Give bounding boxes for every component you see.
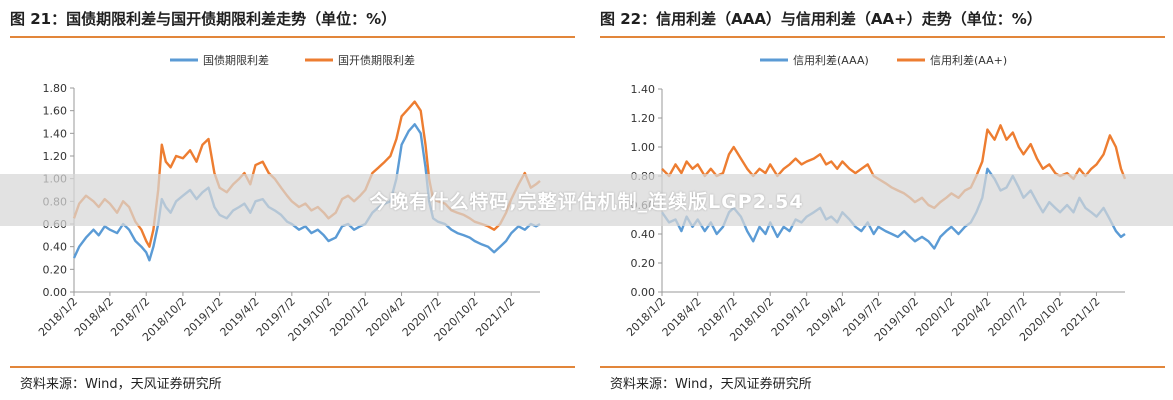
source-note: 资料来源：Wind，天风证券研究所 bbox=[610, 377, 812, 392]
watermark-text: 今晚有什么特码,完整评估机制_连续版LGP2.54 bbox=[369, 190, 804, 213]
y-tick-label: 1.80 bbox=[43, 82, 68, 95]
line-chart-credit-spread: 0.000.200.400.600.801.001.201.402018/1/2… bbox=[624, 53, 1127, 344]
y-tick-label: 1.40 bbox=[43, 127, 68, 140]
y-tick-label: 0.40 bbox=[43, 241, 68, 254]
source-divider bbox=[600, 366, 1165, 368]
legend-label: 国开债期限利差 bbox=[338, 53, 415, 67]
legend-label: 信用利差(AAA) bbox=[793, 53, 869, 67]
source-divider bbox=[10, 366, 575, 368]
y-tick-label: 1.40 bbox=[631, 83, 656, 96]
title-divider bbox=[10, 36, 575, 38]
title-divider bbox=[600, 36, 1165, 38]
legend-label: 国债期限利差 bbox=[203, 53, 269, 67]
y-tick-label: 1.20 bbox=[43, 150, 68, 163]
watermark-banner: 今晚有什么特码,完整评估机制_连续版LGP2.54 bbox=[0, 174, 1173, 226]
y-tick-label: 1.00 bbox=[631, 141, 656, 154]
y-tick-label: 0.00 bbox=[631, 286, 656, 299]
y-tick-label: 0.00 bbox=[43, 286, 68, 299]
figure-title: 图 22：信用利差（AAA）与信用利差（AA+）走势（单位：%） bbox=[600, 10, 1042, 28]
source-note: 资料来源：Wind，天风证券研究所 bbox=[20, 377, 222, 392]
y-tick-label: 1.20 bbox=[631, 112, 656, 125]
x-tick-label: 2021/1/2 bbox=[1058, 295, 1102, 339]
figure-title: 图 21：国债期限利差与国开债期限利差走势（单位：%） bbox=[10, 10, 397, 28]
y-tick-label: 0.40 bbox=[631, 228, 656, 241]
y-tick-label: 1.60 bbox=[43, 105, 68, 118]
x-tick-label: 2021/1/2 bbox=[473, 295, 517, 339]
series-line-0 bbox=[72, 123, 541, 262]
y-tick-label: 0.20 bbox=[43, 263, 68, 276]
y-tick-label: 0.20 bbox=[631, 257, 656, 270]
legend-label: 信用利差(AA+) bbox=[930, 53, 1007, 67]
